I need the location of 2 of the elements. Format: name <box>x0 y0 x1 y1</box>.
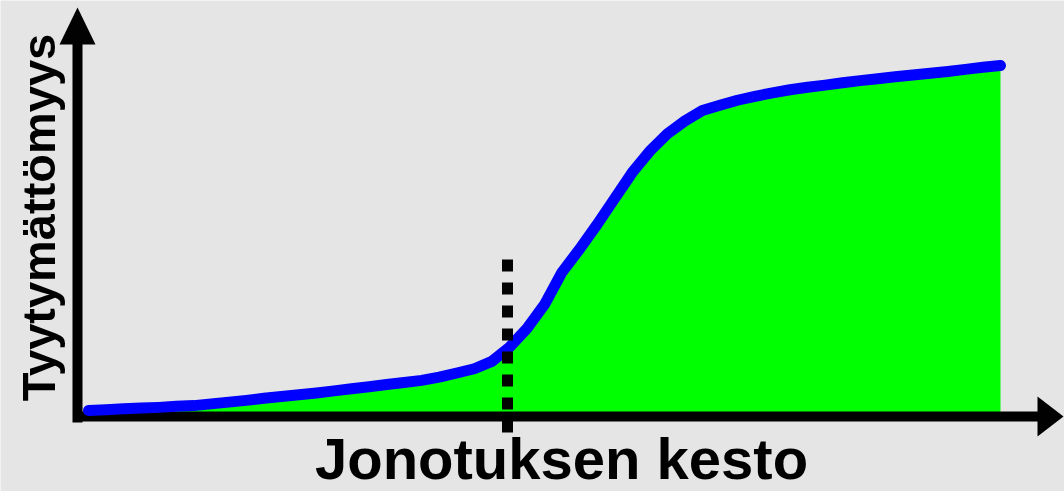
x-axis-title: Jonotuksen kesto <box>314 425 809 491</box>
y-axis-title: Tyytymättömyys <box>12 33 65 402</box>
